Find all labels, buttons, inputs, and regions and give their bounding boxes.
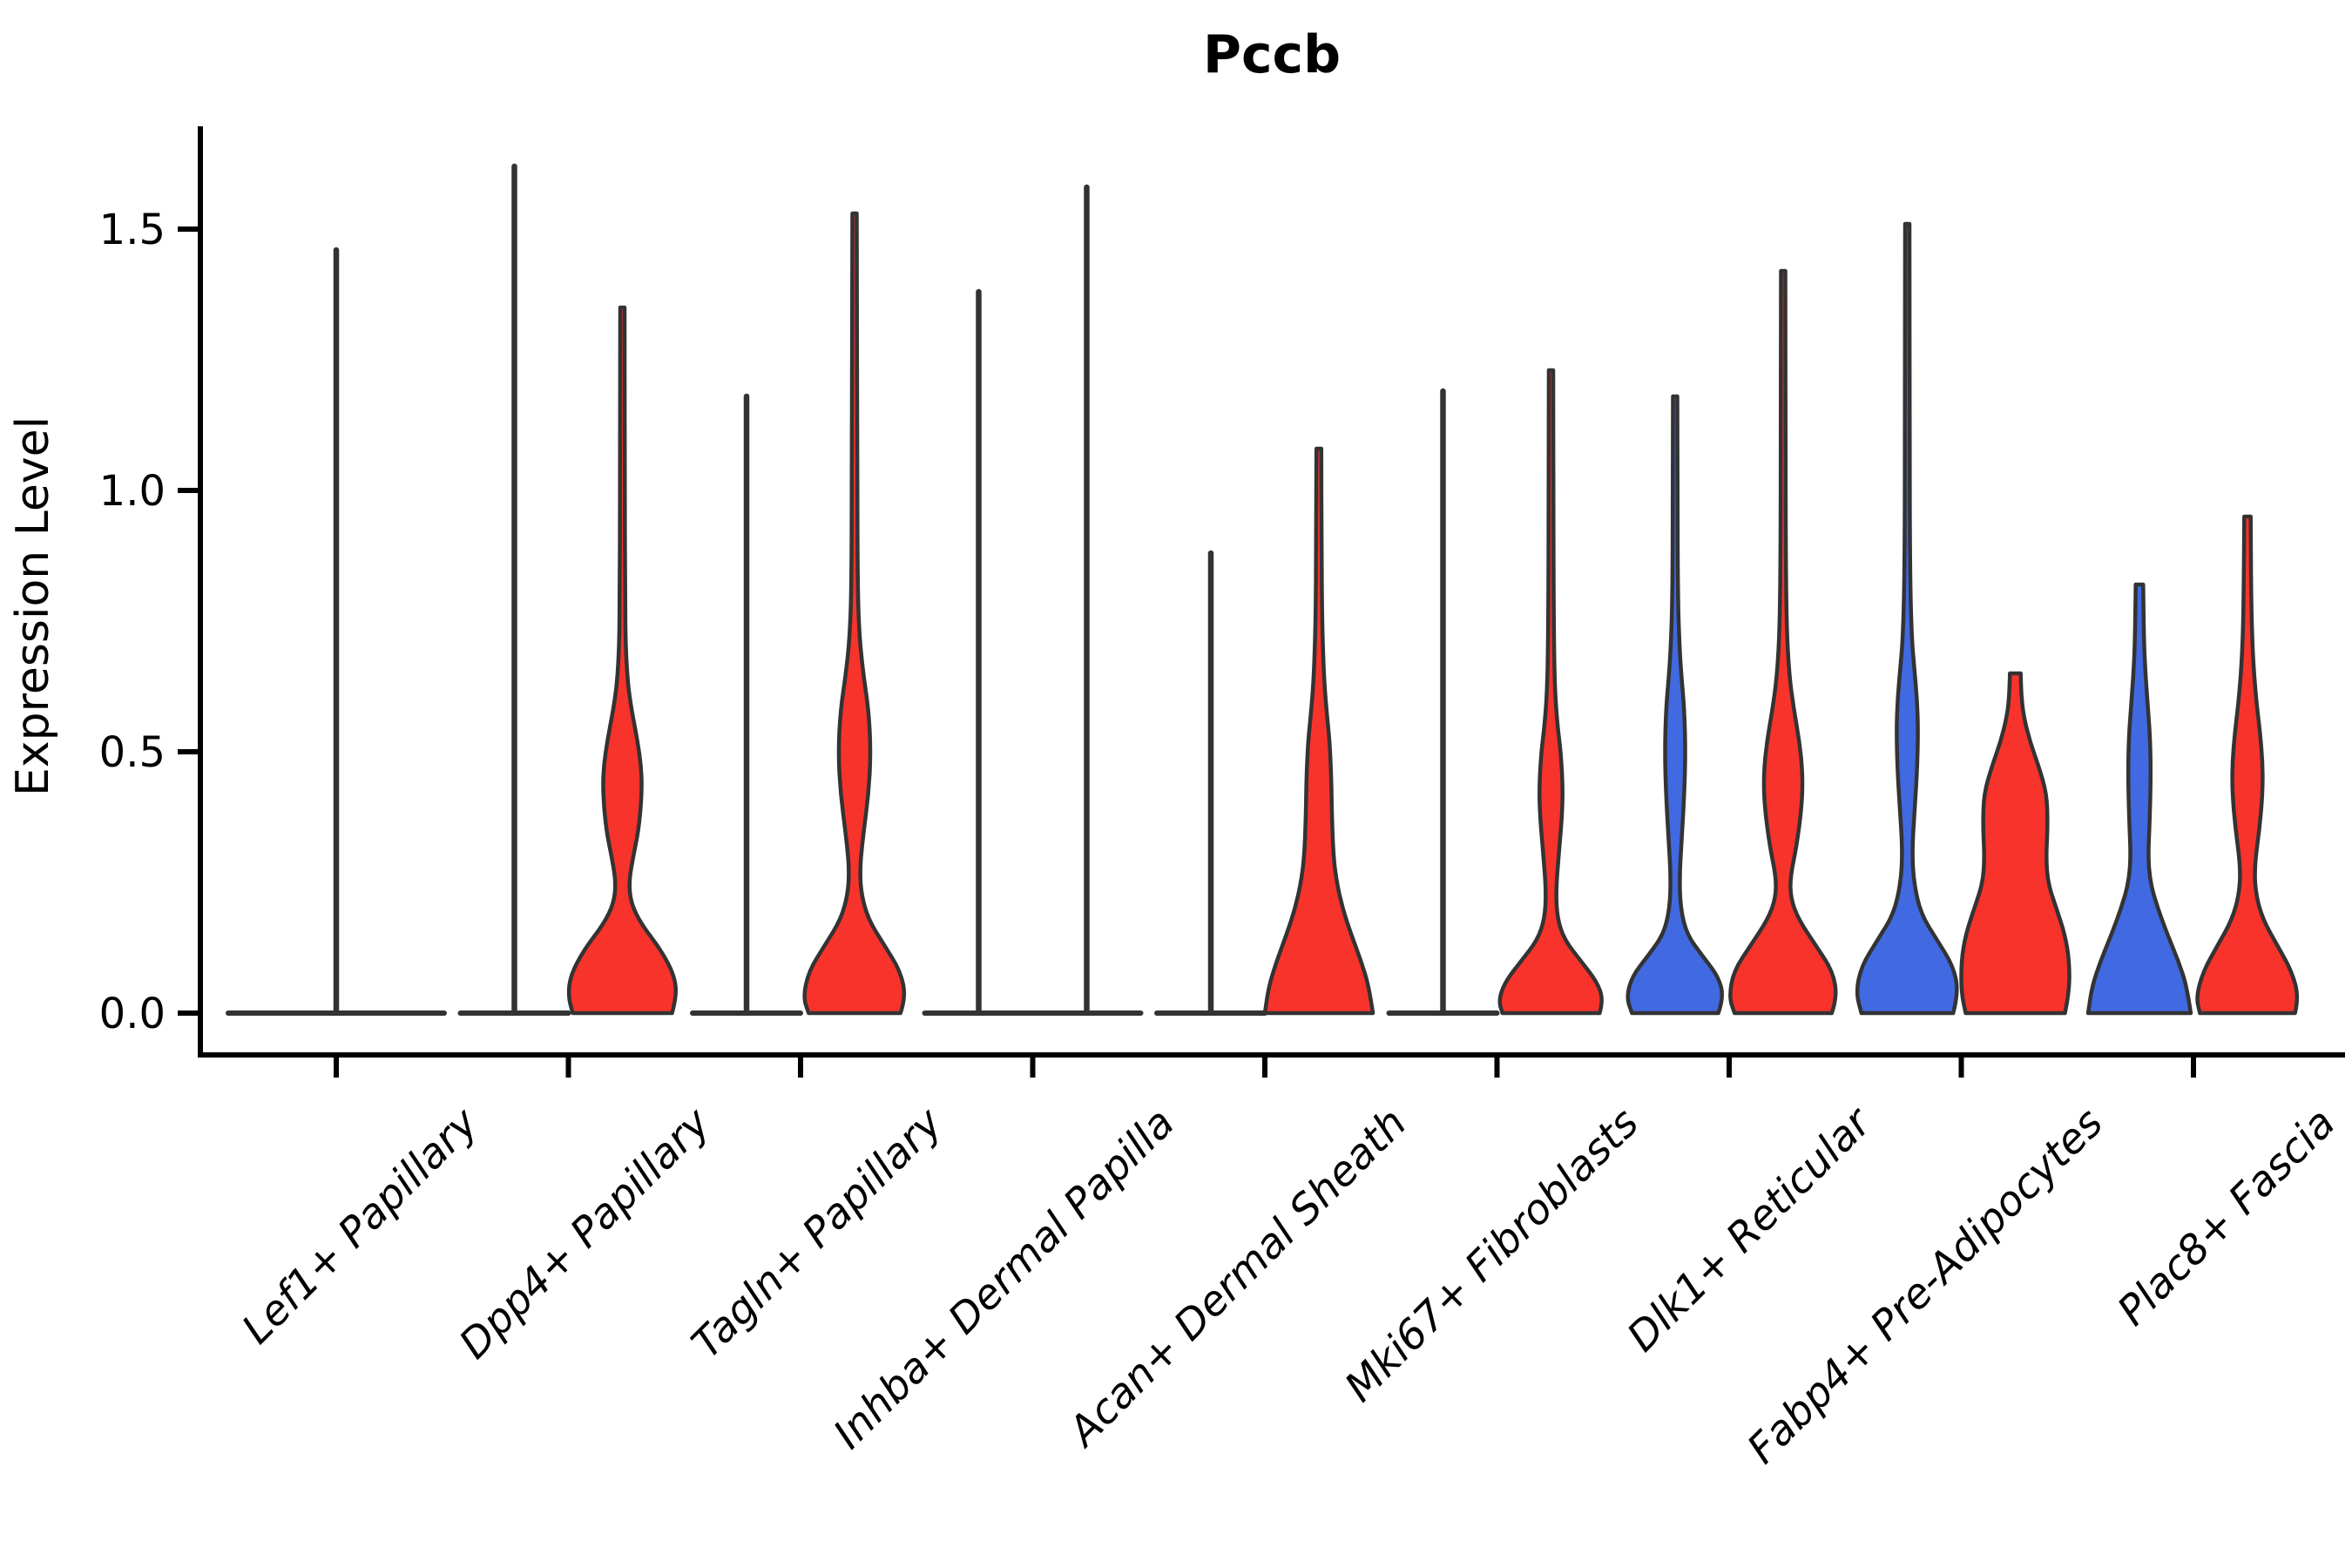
violin-red <box>566 305 678 1016</box>
y-tick-label: 1.0 <box>99 467 166 516</box>
violin-blue <box>2085 582 2193 1016</box>
chart-title: Pccb <box>1202 24 1342 85</box>
y-tick-label: 1.5 <box>99 206 166 254</box>
violin-red <box>802 211 907 1016</box>
x-tick-label: Dlk1+ Reticular <box>1619 1098 1882 1362</box>
violin-blue <box>1855 221 1959 1016</box>
x-tick-label: Lef1+ Papillary <box>233 1098 488 1354</box>
y-axis-title: Expression Level <box>7 416 59 797</box>
violin-blue <box>1625 394 1724 1016</box>
violin-red <box>1728 268 1838 1016</box>
y-tick-label: 0.5 <box>99 728 166 777</box>
x-tick-label: Dpp4+ Papillary <box>450 1098 720 1369</box>
violin-red <box>2195 514 2300 1016</box>
y-tick-label: 0.0 <box>99 990 166 1038</box>
violin-red <box>1959 671 2072 1016</box>
violin-red <box>1262 446 1375 1016</box>
x-tick-label: Plac8+ Fascia <box>2108 1099 2344 1335</box>
violin-red <box>1497 368 1604 1016</box>
x-tick-label: Tagln+ Papillary <box>683 1098 953 1369</box>
